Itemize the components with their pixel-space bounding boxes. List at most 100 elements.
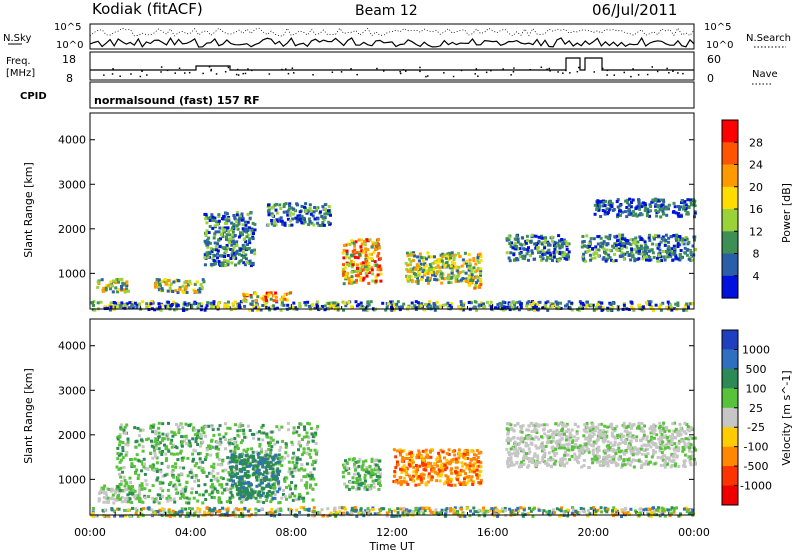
nave-point: [405, 70, 407, 72]
echo-cell: [413, 254, 417, 258]
echo-cell: [440, 463, 444, 467]
echo-cell: [672, 234, 676, 237]
echo-cell: [298, 457, 302, 461]
echo-cell: [263, 470, 267, 474]
echo-cell: [371, 508, 375, 511]
echo-cell: [232, 251, 236, 255]
echo-cell: [565, 248, 569, 251]
echo-cell: [138, 302, 142, 306]
echo-cell: [424, 468, 428, 472]
echo-cell: [445, 459, 449, 462]
echo-cell: [596, 235, 600, 239]
echo-cell: [244, 240, 248, 244]
echo-cell: [477, 464, 481, 468]
echo-cell: [139, 507, 143, 511]
colorbar-segment: [722, 275, 738, 299]
echo-cell: [557, 250, 561, 254]
echo-cell: [159, 497, 162, 500]
echo-cell: [178, 466, 182, 470]
echo-cell: [190, 475, 194, 479]
echo-cell: [270, 222, 274, 226]
echo-cell: [674, 211, 678, 215]
echo-cell: [647, 249, 651, 253]
echo-cell: [665, 213, 669, 217]
echo-cell: [369, 257, 373, 261]
echo-cell: [601, 306, 605, 310]
echo-cell: [534, 234, 538, 238]
echo-cell: [565, 303, 569, 307]
echo-cell: [244, 257, 248, 261]
echo-cell: [228, 426, 232, 430]
echo-cell: [379, 279, 383, 283]
echo-cell: [293, 487, 297, 491]
echo-cell: [438, 456, 442, 460]
echo-cell: [490, 507, 494, 511]
echo-cell: [238, 453, 242, 457]
echo-cell: [208, 508, 212, 512]
echo-cell: [303, 220, 307, 224]
echo-cell: [556, 301, 559, 305]
echo-cell: [617, 233, 621, 237]
echo-cell: [378, 459, 382, 463]
echo-cell: [237, 222, 241, 226]
echo-cell: [121, 470, 124, 474]
echo-cell: [630, 254, 634, 258]
echo-cell: [205, 304, 209, 308]
echo-cell: [176, 425, 180, 429]
echo-cell: [271, 214, 275, 218]
echo-cell: [470, 475, 474, 479]
echo-cell: [247, 495, 251, 499]
echo-cell: [448, 509, 452, 513]
echo-cell: [677, 205, 680, 208]
echo-cell: [238, 455, 242, 459]
echo-cell: [530, 303, 534, 306]
echo-cell: [206, 216, 210, 220]
echo-cell: [367, 281, 371, 285]
echo-cell: [659, 198, 663, 202]
colorbar-tick-label: 4: [753, 270, 760, 283]
echo-cell: [471, 279, 475, 282]
echo-cell: [558, 246, 562, 250]
echo-cell: [476, 475, 480, 479]
echo-cell: [125, 423, 129, 427]
echo-cell: [323, 216, 327, 220]
nave-point: [529, 69, 531, 71]
echo-cell: [133, 457, 137, 461]
echo-cell: [423, 273, 426, 277]
echo-cell: [346, 262, 349, 266]
echo-cell: [514, 238, 518, 242]
echo-cell: [297, 468, 301, 472]
echo-cell: [198, 493, 202, 497]
echo-cell: [494, 306, 497, 310]
echo-cell: [440, 508, 444, 512]
echo-cell: [468, 281, 472, 285]
echo-cell: [161, 436, 165, 440]
echo-cell: [607, 253, 611, 257]
echo-cell: [263, 300, 266, 304]
echo-cell: [435, 305, 439, 309]
echo-cell: [668, 248, 672, 252]
echo-cell: [515, 257, 519, 260]
echo-cell: [233, 469, 237, 473]
echo-cell: [570, 511, 574, 515]
echo-cell: [259, 460, 263, 463]
echo-cell: [259, 481, 263, 485]
colorbar-tick-label: 12: [749, 225, 763, 238]
echo-cell: [171, 290, 175, 293]
echo-cell: [446, 252, 450, 256]
nsky-tick-top: 10^5: [54, 22, 81, 33]
nave-point: [510, 74, 512, 76]
echo-cell: [536, 246, 540, 250]
echo-cell: [449, 256, 453, 260]
echo-cell: [623, 210, 627, 214]
echo-cell: [637, 514, 641, 518]
echo-cell: [372, 485, 376, 489]
echo-cell: [432, 268, 435, 271]
echo-cell: [410, 278, 414, 282]
echo-cell: [392, 448, 396, 452]
echo-cell: [463, 483, 467, 486]
echo-cell: [267, 213, 271, 217]
echo-cell: [589, 506, 593, 510]
echo-cell: [203, 239, 207, 243]
echo-cell: [116, 457, 120, 461]
